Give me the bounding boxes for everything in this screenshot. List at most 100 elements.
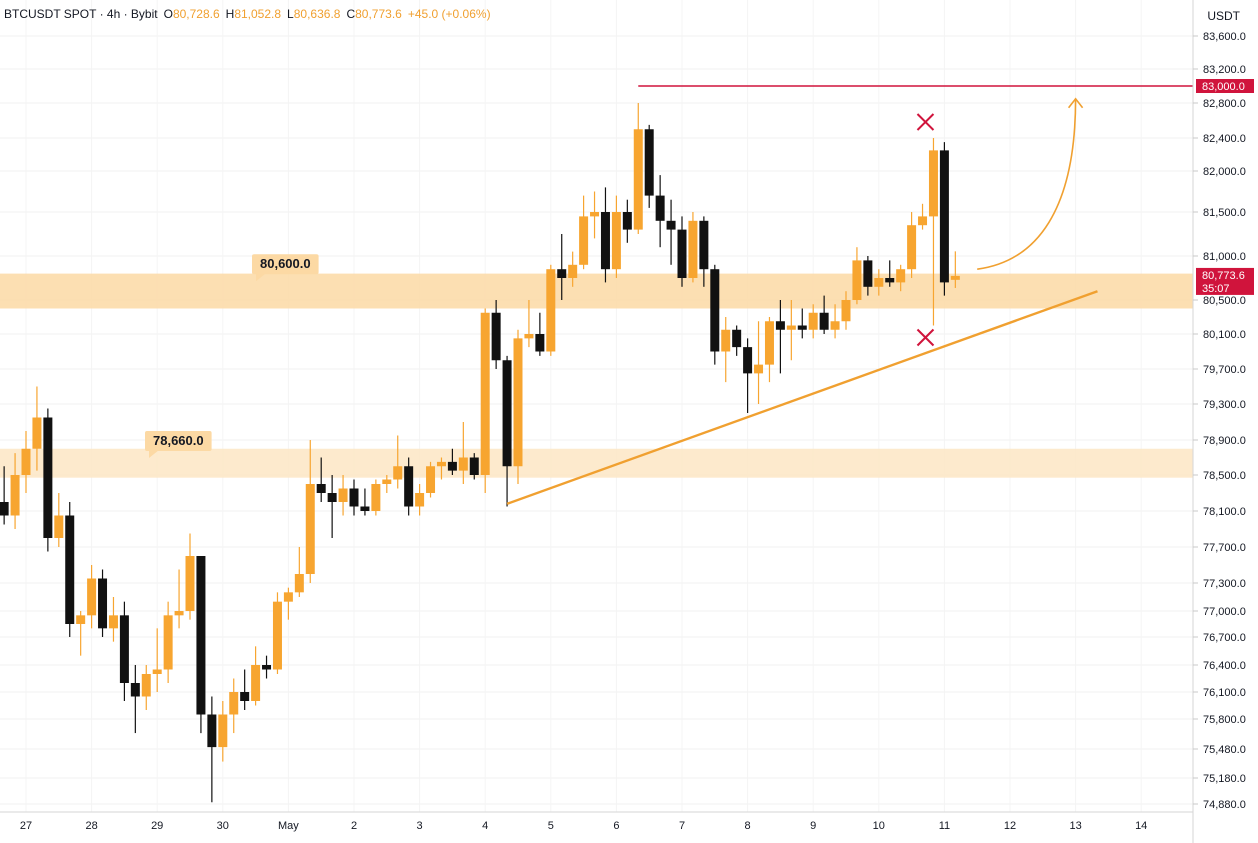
candle — [196, 556, 206, 734]
ascending-trendline[interactable] — [506, 290, 1098, 505]
candle — [10, 453, 20, 529]
time-tick-label: 7 — [679, 820, 685, 832]
candle — [262, 655, 272, 679]
candle — [590, 191, 600, 239]
candle — [305, 440, 315, 583]
svg-text:35:07: 35:07 — [1202, 283, 1230, 295]
candle — [863, 256, 873, 296]
candle — [360, 488, 370, 516]
time-tick-label: 30 — [217, 820, 229, 832]
candle — [54, 493, 64, 547]
time-tick-label: 12 — [1004, 820, 1016, 832]
candle — [185, 533, 195, 620]
candle — [272, 592, 282, 674]
projection-arrow-head — [1067, 97, 1084, 109]
candle — [622, 199, 632, 243]
candle — [0, 466, 9, 525]
candle — [721, 317, 731, 383]
price-tick-label: 78,500.0 — [1203, 470, 1246, 482]
price-tick-label: 83,200.0 — [1203, 64, 1246, 76]
candle — [32, 386, 42, 471]
candle — [87, 565, 97, 629]
high-value: 81,052.8 — [234, 7, 282, 21]
price-tick-label: 74,880.0 — [1203, 799, 1246, 811]
candle — [568, 251, 578, 287]
svg-text:80,600.0: 80,600.0 — [260, 256, 311, 271]
price-tick-label: 77,300.0 — [1203, 578, 1246, 590]
candle — [710, 264, 720, 365]
price-tick-label: 82,000.0 — [1203, 166, 1246, 178]
candle — [43, 408, 53, 552]
time-tick-label: 28 — [85, 820, 97, 832]
candle — [338, 475, 348, 516]
candle — [480, 308, 490, 493]
candle — [841, 291, 851, 330]
low-label: L — [287, 7, 294, 21]
time-axis[interactable]: 27 28 29 30 May 2 3 4 5 6 7 8 9 10 11 12 13 14 — [20, 820, 1147, 832]
candle — [283, 587, 293, 620]
candle — [436, 457, 446, 480]
candle — [764, 317, 774, 383]
rejection-x-marker-top — [916, 113, 935, 131]
time-tick-label: 4 — [482, 820, 488, 832]
candle — [174, 569, 184, 629]
candle — [294, 547, 304, 597]
candle — [21, 431, 31, 493]
price-tick-label: 76,400.0 — [1203, 660, 1246, 672]
svg-text:78,660.0: 78,660.0 — [153, 433, 204, 448]
projection-arrow[interactable] — [977, 98, 1077, 270]
candle — [108, 597, 118, 642]
candle — [786, 300, 796, 361]
candle — [907, 212, 917, 278]
candle — [699, 216, 709, 287]
candle — [819, 295, 829, 334]
candle — [874, 269, 884, 296]
price-tick-label: 78,100.0 — [1203, 506, 1246, 518]
candle — [458, 422, 468, 484]
candle — [76, 611, 86, 656]
candle — [644, 124, 654, 208]
time-tick-label: 14 — [1135, 820, 1147, 832]
candle — [327, 475, 337, 538]
candle — [524, 300, 534, 348]
candle — [852, 247, 862, 305]
candle — [382, 475, 392, 493]
zone-upper-label: 80,600.0 — [252, 254, 319, 282]
price-tick-label: 75,180.0 — [1203, 773, 1246, 785]
time-tick-label: 6 — [613, 820, 619, 832]
candle — [513, 329, 523, 484]
open-label: O — [163, 7, 173, 21]
candle — [896, 264, 906, 292]
candle — [754, 321, 764, 404]
candle — [251, 646, 261, 706]
candle — [502, 355, 512, 507]
candle — [928, 138, 938, 326]
candle — [633, 103, 643, 234]
price-tick-label: 79,300.0 — [1203, 399, 1246, 411]
candle — [830, 304, 840, 339]
price-tick-label: 80,500.0 — [1203, 295, 1246, 307]
candle — [152, 628, 162, 692]
candle — [141, 665, 151, 710]
candle — [808, 304, 818, 339]
candle — [491, 300, 501, 369]
candle — [426, 461, 436, 498]
price-tick-label: 80,100.0 — [1203, 329, 1246, 341]
support-zone-upper — [0, 273, 1193, 309]
price-tick-label: 75,480.0 — [1203, 744, 1246, 756]
last-price-tag: 80,773.6 35:07 — [1196, 267, 1254, 295]
candle — [469, 453, 479, 480]
time-tick-label: 27 — [20, 820, 32, 832]
candle — [950, 251, 960, 288]
symbol-info: BTCUSDT SPOT · 4h · Bybit — [4, 7, 158, 21]
candle — [349, 479, 359, 516]
time-tick-label: 13 — [1069, 820, 1081, 832]
resistance-price-tag: 83,000.0 — [1196, 79, 1254, 93]
candle — [207, 696, 217, 803]
time-tick-label: 29 — [151, 820, 163, 832]
candle — [743, 338, 753, 413]
candle — [130, 665, 140, 734]
price-axis[interactable]: 83,600.0 83,200.0 82,800.0 82,400.0 82,000.0… — [1193, 31, 1246, 811]
rejection-x-marker-bottom — [916, 328, 935, 347]
